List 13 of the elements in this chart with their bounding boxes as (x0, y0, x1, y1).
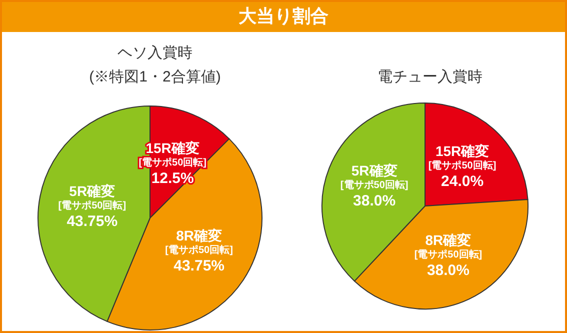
slice-label: 5R確変 [電サポ50回転] (58, 182, 126, 212)
slice-label: 15R確変 [電サポ50回転] (428, 142, 496, 172)
slice-label: 8R確変 [電サポ50回転] (414, 232, 482, 260)
data-label: 38.0% (426, 262, 470, 279)
chart-subtitle: ヘソ入賞時 (※特図1・2合算値) (89, 44, 221, 86)
slice-label: 8R確変 [電サポ50回転] (165, 227, 233, 256)
data-label: 43.75% (66, 212, 118, 230)
data-label: 43.75% (174, 257, 224, 274)
slice-label: 5R確変 [電サポ50回転] (340, 162, 408, 191)
chart-title: 大当り割合 (2, 2, 565, 32)
data-label: 24.0% (441, 172, 484, 190)
data-label: 38.0% (353, 192, 396, 210)
chart-title: 電チュー入賞時 (378, 68, 482, 86)
